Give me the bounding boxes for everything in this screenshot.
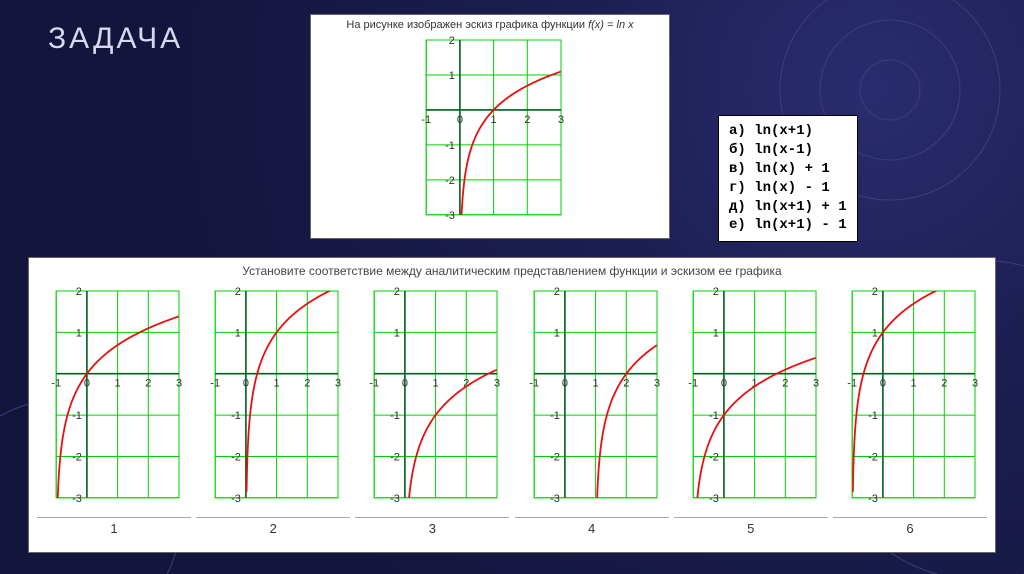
svg-text:-1: -1 bbox=[688, 378, 698, 390]
svg-text:-1: -1 bbox=[550, 410, 560, 422]
svg-text:-2: -2 bbox=[868, 451, 878, 463]
svg-text:2: 2 bbox=[941, 378, 947, 390]
charts-row: -10123-3-2-1121-10123-3-2-1122-10123-3-2… bbox=[37, 282, 987, 536]
svg-text:1: 1 bbox=[553, 327, 559, 339]
chart-cell-1: -10123-3-2-1121 bbox=[37, 282, 191, 536]
top-caption: На рисунке изображен эскиз графика функц… bbox=[346, 19, 633, 31]
svg-text:-3: -3 bbox=[390, 493, 400, 505]
svg-text:-2: -2 bbox=[445, 175, 455, 187]
svg-text:1: 1 bbox=[115, 378, 121, 390]
svg-text:-1: -1 bbox=[72, 410, 82, 422]
svg-text:-3: -3 bbox=[231, 493, 241, 505]
bottom-panel: Установите соответствие между аналитичес… bbox=[28, 257, 996, 553]
svg-text:-1: -1 bbox=[51, 378, 61, 390]
svg-text:-3: -3 bbox=[72, 493, 82, 505]
svg-text:3: 3 bbox=[335, 378, 341, 390]
answer-b: б) ln(x-1) bbox=[729, 141, 847, 160]
answer-d: д) ln(x+1) + 1 bbox=[729, 198, 847, 217]
svg-text:2: 2 bbox=[304, 378, 310, 390]
chart-cell-5: -10123-3-2-1125 bbox=[674, 282, 828, 536]
svg-text:2: 2 bbox=[76, 286, 82, 298]
chart-cell-3: -10123-3-2-1123 bbox=[355, 282, 509, 536]
svg-text:-2: -2 bbox=[72, 451, 82, 463]
svg-text:1: 1 bbox=[910, 378, 916, 390]
answers-box: а) ln(x+1) б) ln(x-1) в) ln(x) + 1 г) ln… bbox=[718, 115, 858, 242]
svg-text:3: 3 bbox=[176, 378, 182, 390]
svg-text:3: 3 bbox=[494, 378, 500, 390]
answer-v: в) ln(x) + 1 bbox=[729, 160, 847, 179]
main-chart: -10123-3-2-112 bbox=[410, 31, 570, 231]
svg-text:-2: -2 bbox=[231, 451, 241, 463]
svg-text:1: 1 bbox=[394, 327, 400, 339]
svg-text:2: 2 bbox=[872, 286, 878, 298]
svg-text:1: 1 bbox=[235, 327, 241, 339]
chart-cell-6: -10123-3-2-1126 bbox=[833, 282, 987, 536]
svg-text:3: 3 bbox=[654, 378, 660, 390]
svg-text:-1: -1 bbox=[370, 378, 380, 390]
svg-text:1: 1 bbox=[592, 378, 598, 390]
svg-text:-1: -1 bbox=[210, 378, 220, 390]
svg-text:-2: -2 bbox=[550, 451, 560, 463]
svg-text:-2: -2 bbox=[709, 451, 719, 463]
svg-text:2: 2 bbox=[623, 378, 629, 390]
svg-text:-3: -3 bbox=[445, 210, 455, 222]
chart-cell-4: -10123-3-2-1124 bbox=[515, 282, 669, 536]
svg-text:2: 2 bbox=[553, 286, 559, 298]
svg-text:-3: -3 bbox=[868, 493, 878, 505]
chart-label-2: 2 bbox=[196, 517, 350, 536]
svg-text:3: 3 bbox=[972, 378, 978, 390]
svg-text:2: 2 bbox=[394, 286, 400, 298]
svg-text:1: 1 bbox=[449, 70, 455, 82]
answer-e: е) ln(x+1) - 1 bbox=[729, 216, 847, 235]
svg-text:2: 2 bbox=[782, 378, 788, 390]
svg-text:-1: -1 bbox=[445, 140, 455, 152]
svg-text:-1: -1 bbox=[709, 410, 719, 422]
top-caption-prefix: На рисунке изображен эскиз графика функц… bbox=[346, 19, 588, 31]
svg-text:2: 2 bbox=[145, 378, 151, 390]
svg-text:1: 1 bbox=[491, 114, 497, 126]
svg-text:-1: -1 bbox=[231, 410, 241, 422]
svg-text:1: 1 bbox=[76, 327, 82, 339]
answer-a: а) ln(x+1) bbox=[729, 122, 847, 141]
svg-text:-2: -2 bbox=[390, 451, 400, 463]
svg-text:-1: -1 bbox=[847, 378, 857, 390]
svg-text:1: 1 bbox=[713, 327, 719, 339]
bottom-caption: Установите соответствие между аналитичес… bbox=[37, 264, 987, 278]
answer-g: г) ln(x) - 1 bbox=[729, 179, 847, 198]
svg-text:-3: -3 bbox=[709, 493, 719, 505]
chart-label-5: 5 bbox=[674, 517, 828, 536]
svg-text:-1: -1 bbox=[390, 410, 400, 422]
svg-text:2: 2 bbox=[713, 286, 719, 298]
svg-text:-1: -1 bbox=[868, 410, 878, 422]
top-caption-fn: f(x) = ln x bbox=[588, 19, 634, 31]
chart-label-4: 4 bbox=[515, 517, 669, 536]
svg-text:1: 1 bbox=[433, 378, 439, 390]
chart-label-6: 6 bbox=[833, 517, 987, 536]
svg-text:2: 2 bbox=[524, 114, 530, 126]
top-panel: На рисунке изображен эскиз графика функц… bbox=[310, 14, 670, 239]
chart-label-1: 1 bbox=[37, 517, 191, 536]
chart-label-3: 3 bbox=[355, 517, 509, 536]
page-title: ЗАДАЧА bbox=[48, 22, 183, 56]
svg-text:1: 1 bbox=[872, 327, 878, 339]
svg-text:-1: -1 bbox=[421, 114, 431, 126]
chart-cell-2: -10123-3-2-1122 bbox=[196, 282, 350, 536]
svg-text:1: 1 bbox=[274, 378, 280, 390]
svg-text:-3: -3 bbox=[550, 493, 560, 505]
svg-text:2: 2 bbox=[449, 35, 455, 47]
svg-text:2: 2 bbox=[235, 286, 241, 298]
svg-text:3: 3 bbox=[558, 114, 564, 126]
svg-text:3: 3 bbox=[813, 378, 819, 390]
svg-text:-1: -1 bbox=[529, 378, 539, 390]
